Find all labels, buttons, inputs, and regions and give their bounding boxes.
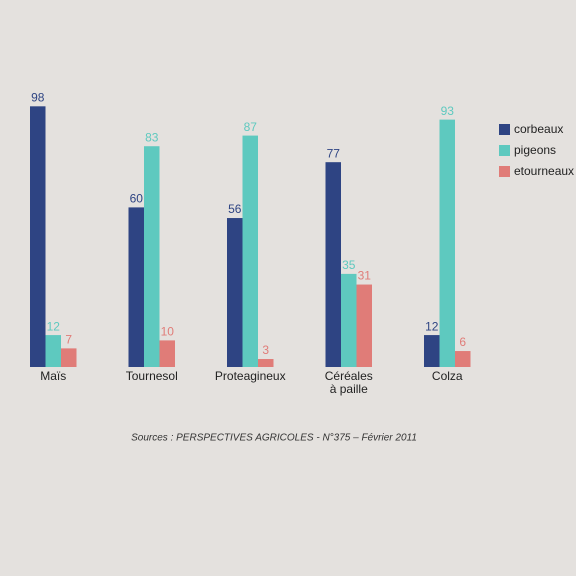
data-label: 12 — [47, 319, 61, 333]
legend-swatch — [499, 145, 510, 156]
legend-swatch — [499, 166, 510, 177]
bar — [30, 106, 46, 367]
data-label: 31 — [358, 269, 372, 283]
bar — [341, 273, 357, 367]
source-note: Sources : PERSPECTIVES AGRICOLES - N°375… — [131, 433, 417, 444]
bar — [325, 162, 341, 367]
x-tick-label: Maïs — [40, 369, 66, 383]
bar — [144, 146, 160, 367]
bar — [424, 335, 440, 367]
data-label: 83 — [145, 130, 159, 144]
bar — [61, 348, 77, 367]
bar — [227, 218, 243, 367]
legend-label: etourneaux — [514, 164, 574, 178]
x-tick-label: Tournesol — [126, 369, 178, 383]
legend-swatch — [499, 124, 510, 135]
x-tick-label: Proteagineux — [215, 369, 286, 383]
bar — [258, 359, 274, 367]
data-label: 93 — [441, 104, 455, 118]
bar — [439, 119, 455, 368]
data-label: 35 — [342, 258, 356, 272]
x-tick-label: Colza — [432, 369, 463, 383]
x-tick-label: Céréales — [325, 369, 373, 383]
legend-label: pigeons — [514, 143, 556, 157]
legend-label: corbeaux — [514, 122, 563, 136]
data-label: 87 — [244, 120, 258, 134]
bar — [128, 207, 144, 367]
bar — [356, 284, 372, 367]
bar — [159, 340, 175, 367]
data-label: 60 — [130, 192, 144, 206]
data-label: 56 — [228, 202, 242, 216]
data-label: 6 — [459, 335, 466, 349]
x-tick-label: à paille — [330, 382, 368, 396]
bar — [45, 335, 61, 367]
data-label: 12 — [425, 319, 439, 333]
bar — [455, 351, 471, 367]
data-label: 98 — [31, 90, 45, 104]
data-label: 7 — [65, 333, 72, 347]
data-label: 3 — [262, 343, 269, 357]
bar — [242, 135, 258, 367]
data-label: 77 — [327, 146, 341, 160]
data-label: 10 — [161, 325, 175, 339]
